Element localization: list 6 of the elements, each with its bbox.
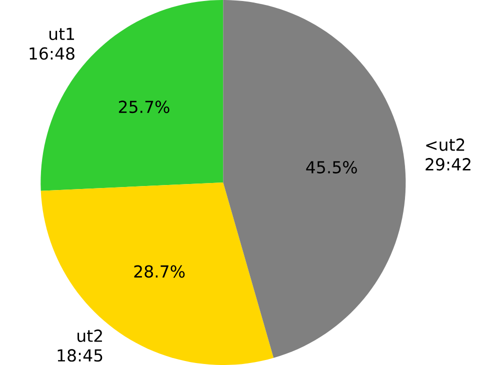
slice-label: <ut2 29:42 <box>426 138 470 171</box>
data-label: 25.7% <box>118 100 170 114</box>
slice-label: ut1 16:48 <box>30 28 74 60</box>
slice-label: ut2 18:45 <box>58 330 102 362</box>
data-label: 28.7% <box>134 265 185 278</box>
data-label: 45.5% <box>306 160 357 174</box>
